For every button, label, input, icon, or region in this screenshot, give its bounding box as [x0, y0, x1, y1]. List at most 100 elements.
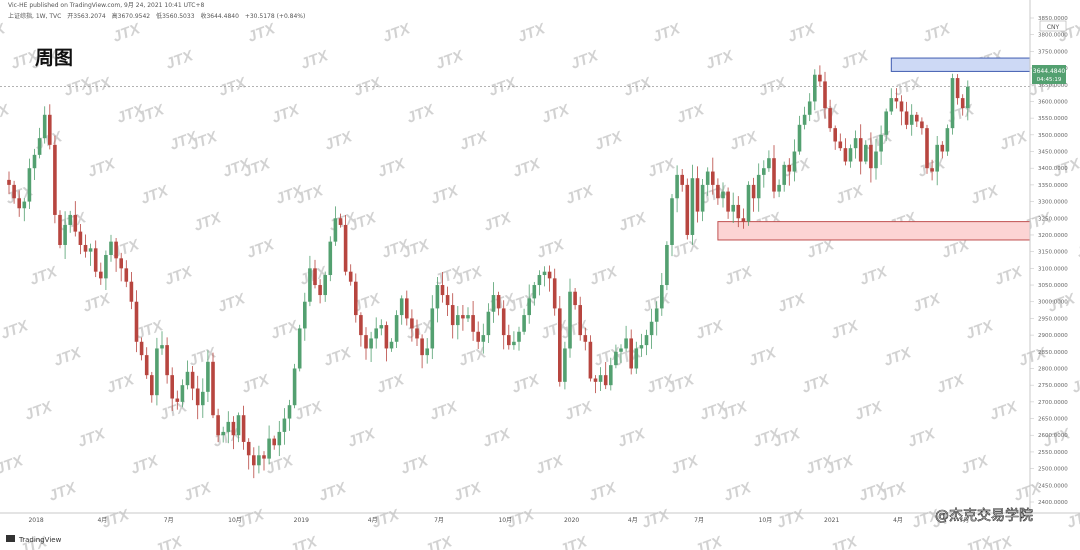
candle	[736, 196, 741, 228]
candle-body	[894, 98, 899, 102]
candle	[644, 329, 649, 356]
candle-body	[909, 114, 914, 125]
candle	[751, 177, 756, 212]
jtx-watermark: JTX	[134, 317, 167, 343]
candle	[262, 451, 266, 471]
jtx-watermark: JTX	[270, 101, 303, 127]
time-axis[interactable]: 2018 4月 7月 10月 2019 4月 7月 10月 2020 4月 7月 10月 2021 4月 7…	[28, 517, 969, 524]
candle-body	[359, 315, 363, 336]
candle	[700, 178, 705, 222]
jtx-watermark: JTX	[163, 263, 196, 289]
candle-body	[22, 201, 27, 209]
candle-body	[527, 298, 531, 316]
candle-body	[410, 318, 414, 329]
candle	[328, 236, 333, 282]
candle	[573, 288, 577, 310]
jtx-watermark: JTX	[669, 452, 702, 478]
candle-body	[124, 268, 129, 282]
price-axis[interactable]: 2400.0000 2450.0000 2500.0000 2550.0000 2600…	[1030, 16, 1068, 506]
jtx-watermark: JTX	[693, 533, 726, 550]
jtx-watermark: JTX	[964, 317, 997, 343]
jtx-watermark: JTX	[1065, 506, 1080, 532]
candle-body	[491, 295, 496, 312]
candle-body	[303, 301, 307, 329]
y-tick-label: 3550.0000	[1038, 116, 1068, 122]
candle	[53, 135, 57, 224]
candle-body	[767, 158, 771, 169]
candle-body	[277, 431, 282, 446]
candle-body	[955, 78, 960, 99]
y-tick-label: 3250.0000	[1038, 216, 1068, 222]
candle	[558, 296, 562, 387]
candle	[201, 378, 205, 418]
candle	[491, 282, 496, 323]
candle-body	[160, 345, 164, 349]
candle	[680, 168, 684, 192]
chart-title: 周图	[35, 47, 73, 69]
candle	[940, 141, 945, 159]
candle	[741, 208, 746, 229]
jtx-watermark: JTX	[563, 398, 596, 424]
candle	[226, 411, 231, 444]
candle-body	[563, 348, 567, 382]
candle	[563, 341, 567, 390]
candle-body	[731, 204, 735, 212]
candle	[966, 80, 970, 121]
candle	[598, 367, 603, 391]
candle	[415, 319, 419, 347]
jtx-watermark: JTX	[23, 398, 56, 424]
candle-body	[318, 285, 322, 296]
candle	[420, 334, 424, 369]
x-tick-label: 7月	[164, 517, 174, 524]
candle	[476, 321, 480, 350]
candle	[527, 284, 531, 324]
y-tick-label: 3300.0000	[1038, 200, 1068, 206]
candle-body	[308, 268, 312, 302]
candle-body	[634, 348, 639, 369]
candle-body	[649, 321, 654, 336]
candle-body	[619, 348, 623, 352]
candle	[430, 295, 435, 360]
y-tick-label: 3350.0000	[1038, 183, 1068, 189]
candle	[185, 360, 190, 390]
candle	[313, 259, 317, 289]
candle-body	[63, 224, 67, 245]
candle-body	[777, 184, 781, 192]
candle	[221, 426, 225, 443]
jtx-watermark: JTX	[534, 452, 567, 478]
candle-body	[654, 308, 659, 322]
candle-body	[512, 341, 516, 346]
jtx-watermark: JTX	[457, 344, 490, 370]
candle-body	[246, 441, 251, 456]
candle-body	[960, 98, 965, 109]
candle-body	[27, 168, 32, 202]
jtx-watermark: JTX	[569, 47, 602, 73]
x-tick-label: 7月	[959, 517, 969, 524]
jtx-watermark: JTX	[158, 398, 191, 424]
jtx-watermark: JTX	[317, 479, 350, 505]
candle	[308, 255, 312, 307]
candle-body	[297, 328, 302, 369]
candle-body	[292, 368, 297, 406]
candle	[522, 308, 526, 335]
candle	[486, 303, 491, 343]
candle	[466, 307, 470, 322]
candle	[461, 304, 465, 331]
candle	[802, 106, 807, 130]
jtx-watermark: JTX	[882, 344, 915, 370]
y-tick-label: 3050.0000	[1038, 283, 1068, 289]
candle	[257, 445, 261, 474]
candle-body	[675, 174, 679, 199]
jtx-watermark: JTX	[535, 236, 568, 262]
candle-body	[660, 285, 664, 309]
candle-body	[762, 168, 766, 175]
candle	[246, 438, 251, 470]
candle	[848, 144, 853, 168]
candle	[252, 447, 256, 479]
candle-body	[481, 335, 486, 342]
candle-body	[833, 128, 837, 142]
candle	[813, 69, 817, 111]
candle-body	[807, 101, 812, 115]
candle	[73, 201, 78, 237]
